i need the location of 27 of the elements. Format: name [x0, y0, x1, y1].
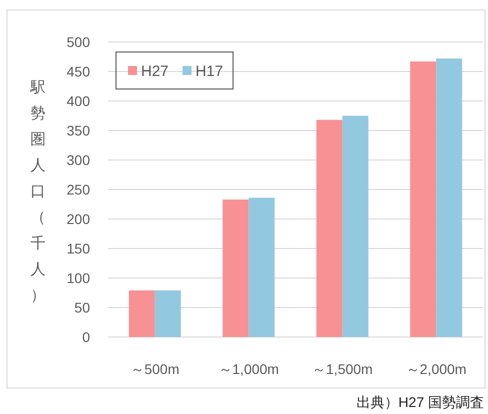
bar: [342, 116, 368, 337]
bar: [222, 200, 249, 337]
bar: [410, 61, 436, 337]
bar: [316, 120, 342, 337]
y-tick-label: 100: [66, 270, 90, 286]
y-tick-label: 0: [82, 329, 90, 345]
y-tick-label: 500: [66, 34, 90, 50]
y-tick-label: 50: [74, 300, 90, 316]
y-tick-label: 350: [66, 122, 90, 138]
bar: [128, 290, 155, 337]
x-tick-label: ～500m: [130, 361, 180, 377]
x-tick-label: ～1,000m: [218, 361, 279, 377]
legend-label: H27: [141, 63, 169, 80]
y-tick-label: 150: [66, 240, 90, 256]
bar: [248, 198, 275, 337]
y-tick-label: 450: [66, 64, 90, 80]
y-tick-label: 200: [66, 211, 90, 227]
x-tick-label: ～2,000m: [406, 361, 466, 377]
source-note: 出典）H27 国勢調査: [356, 394, 484, 410]
bar: [436, 58, 462, 337]
bar: [154, 290, 181, 337]
y-tick-label: 250: [66, 182, 90, 198]
y-tick-label: 400: [66, 93, 90, 109]
text: 駅勢圏人口（千人）: [30, 79, 46, 304]
legend-label: H17: [196, 63, 224, 80]
y-tick-label: 300: [66, 152, 90, 168]
x-tick-label: ～1,500m: [312, 361, 373, 377]
